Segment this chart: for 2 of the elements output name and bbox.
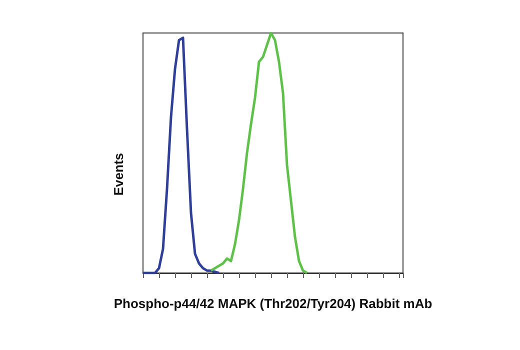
y-axis-title: Events: [111, 152, 126, 196]
x-axis-title: Phospho-p44/42 MAPK (Thr202/Tyr204) Rabbit mAb: [114, 296, 432, 311]
